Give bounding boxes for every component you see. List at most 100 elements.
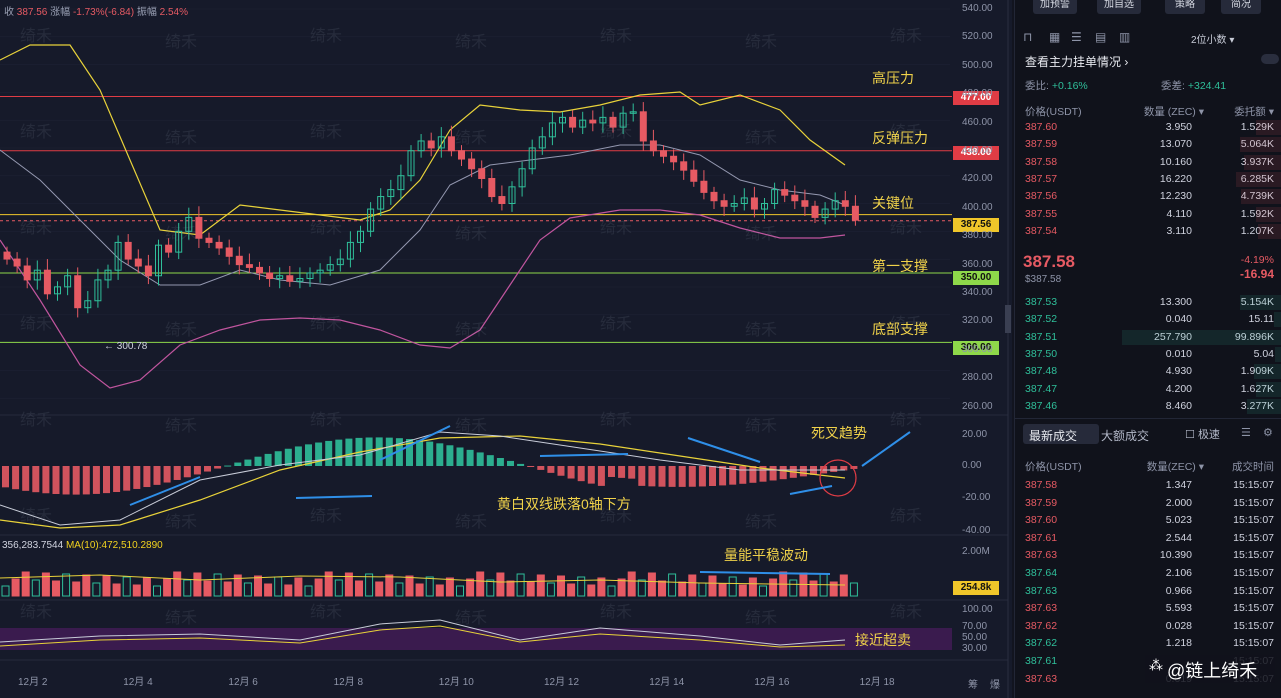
fast-mode-checkbox[interactable]: ☐ 极速 (1185, 426, 1220, 442)
trade-header: 价格(USDT) 数量(ZEC) ▾ 成交时间 (1015, 457, 1281, 474)
list-settings-icon[interactable]: ☰ (1241, 427, 1251, 439)
watermark-text: 绮禾 (455, 130, 488, 147)
macd-bar (567, 466, 575, 479)
chip-icon[interactable]: 筹 (968, 680, 978, 691)
book-row[interactable]: 387.46 8.460 3.277K (1015, 398, 1281, 415)
volume-bar (274, 576, 283, 597)
price-axis-label: 300.00 (962, 343, 993, 355)
book-asks-icon[interactable]: ▤ (1095, 30, 1107, 44)
trade-header-qty[interactable]: 数量(ZEC) ▾ (1146, 461, 1204, 473)
book-list-icon[interactable]: ☰ (1071, 30, 1082, 44)
watermark-text: 绮禾 (310, 28, 343, 45)
book-amount: 6.285K (1240, 172, 1274, 185)
trade-row: 387.63 5.593 15:15:07 (1015, 600, 1281, 617)
candle-body (346, 241, 354, 260)
tab-large-trades[interactable]: 大额成交 (1101, 429, 1150, 443)
candle-body (367, 208, 375, 232)
trade-price: 387.62 (1025, 619, 1058, 632)
volume-bar (395, 582, 404, 597)
trend-arrow (379, 425, 451, 461)
book-header-qty[interactable]: 数量 (ZEC) ▾ (1143, 106, 1204, 118)
candle-body (23, 265, 31, 281)
kline-chart-canvas[interactable] (0, 0, 1012, 698)
alert-button[interactable]: 加预警 (1033, 0, 1077, 14)
fast-mode-label: 极速 (1197, 429, 1220, 441)
volume-bar (617, 578, 626, 597)
candle-body (851, 205, 859, 221)
macd-bar (12, 466, 20, 490)
macd-bar (729, 466, 737, 485)
min-price-marker: ← 300.78 (104, 341, 148, 352)
macd-bar (618, 466, 626, 478)
trade-row: 387.58 1.347 15:15:07 (1015, 477, 1281, 494)
toggle-switch[interactable] (1261, 54, 1279, 64)
candle-body (750, 197, 758, 210)
macd-bar (52, 466, 60, 495)
strategy-button[interactable]: 策略 (1165, 0, 1205, 14)
candle-body (205, 237, 213, 243)
main-orders-link[interactable]: 查看主力挂单情况 › (1025, 53, 1128, 70)
gear-icon[interactable]: ⚙ (1263, 427, 1273, 439)
amplitude-label: 振幅 (136, 7, 157, 18)
book-row[interactable]: 387.47 4.200 1.627K (1015, 381, 1281, 398)
tab-latest-trades[interactable]: 最新成交 (1023, 424, 1099, 444)
favorite-button[interactable]: 加自选 (1097, 0, 1141, 14)
book-row[interactable]: 387.59 13.070 5.064K (1015, 136, 1281, 153)
watermark-text: 绮禾 (600, 220, 633, 237)
book-row[interactable]: 387.57 16.220 6.285K (1015, 171, 1281, 188)
watermark-text: 绮禾 (165, 34, 198, 51)
volume-bar (173, 571, 182, 597)
book-row[interactable]: 387.54 3.110 1.207K (1015, 223, 1281, 240)
macd-bar (123, 466, 131, 491)
book-row[interactable]: 387.55 4.110 1.592K (1015, 206, 1281, 223)
volume-bar (668, 573, 677, 597)
kline-chart-area[interactable]: 收 387.56 涨幅 -1.73%(-6.84) 振幅 2.54% 356,2… (0, 0, 1012, 698)
candle-body (185, 216, 193, 232)
volume-bar (748, 577, 757, 597)
macd-bar (375, 437, 383, 466)
book-both-icon[interactable]: ⊓ (1023, 30, 1033, 44)
volume-bar (304, 585, 313, 597)
macd-bar (557, 466, 565, 476)
interval-select[interactable]: 2位小数 ▾ (1191, 31, 1234, 46)
book-amount: 4.739K (1240, 190, 1274, 203)
trade-row: 387.64 2.106 15:15:07 (1015, 565, 1281, 582)
book-row[interactable]: 387.58 10.160 3.937K (1015, 154, 1281, 171)
watermark-text: 绮禾 (745, 322, 778, 339)
book-row[interactable]: 387.48 4.930 1.909K (1015, 363, 1281, 380)
watermark-text: 绮禾 (455, 322, 488, 339)
book-row[interactable]: 387.53 13.300 5.154K (1015, 294, 1281, 311)
volume-bar (718, 583, 727, 597)
book-header-amount[interactable]: 委托额 ▾ (1234, 106, 1274, 118)
trade-price: 387.61 (1025, 655, 1058, 667)
candle-body (609, 116, 617, 128)
book-row[interactable]: 387.50 0.010 5.04 (1015, 346, 1281, 363)
trade-qty: 2.544 (1165, 531, 1192, 544)
book-row[interactable]: 387.52 0.040 15.11 (1015, 311, 1281, 328)
volume-bar (314, 578, 323, 597)
book-depth-icon[interactable]: ▥ (1119, 30, 1131, 44)
trade-price: 387.60 (1025, 514, 1058, 527)
volume-bar (425, 576, 434, 597)
volume-bar (31, 579, 40, 597)
overview-button[interactable]: 简况 (1221, 0, 1261, 14)
watermark-text: 绮禾 (20, 508, 53, 525)
volume-bar (849, 582, 858, 597)
trade-price: 387.62 (1025, 637, 1058, 650)
book-row[interactable]: 387.60 3.950 1.529K (1015, 119, 1281, 136)
book-row[interactable]: 387.51 257.790 99.896K (1015, 329, 1281, 346)
macd-bar (325, 440, 333, 466)
volume-bar (829, 581, 838, 597)
candle-body (468, 158, 476, 170)
boll-lower-band (0, 209, 846, 389)
price-axis-label: 280.00 (962, 372, 993, 384)
volume-ma-line (0, 574, 846, 586)
book-row[interactable]: 387.56 12.230 4.739K (1015, 188, 1281, 205)
date-axis-label: 12月 10 (438, 677, 474, 688)
candle-body (771, 189, 779, 205)
candle-body (811, 205, 819, 218)
macd-bar (72, 466, 80, 495)
book-bids-icon[interactable]: ▦ (1049, 30, 1061, 44)
liquidation-icon[interactable]: 爆 (990, 680, 1000, 691)
macd-bar (577, 466, 585, 482)
